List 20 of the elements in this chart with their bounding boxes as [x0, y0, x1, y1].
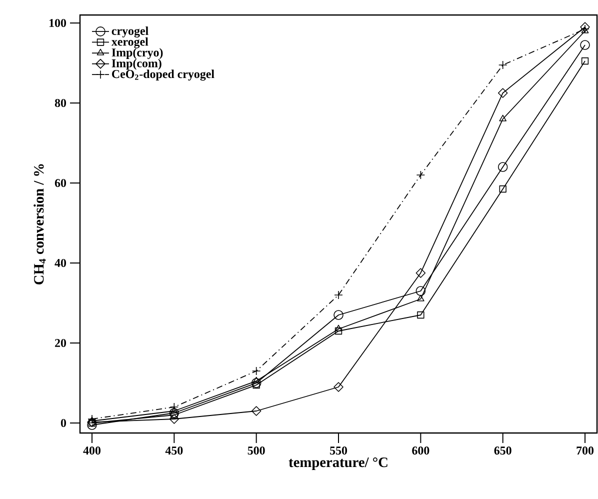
- x-tick-label: 650: [494, 446, 512, 455]
- legend-label: Imp(com): [112, 58, 162, 70]
- legend-label: xerogel: [111, 37, 148, 48]
- x-axis-title: temperature/ °C: [288, 457, 388, 470]
- x-tick-label: 600: [412, 446, 430, 455]
- legend-label: cryogel: [112, 26, 148, 38]
- y-tick-label: 40: [54, 258, 66, 268]
- x-tick-label: 500: [248, 446, 265, 455]
- y-tick-label: 100: [50, 18, 66, 28]
- y-tick-label: 0: [60, 418, 66, 428]
- y-tick-label: 60: [54, 178, 66, 188]
- y-tick-label: 80: [54, 98, 66, 108]
- legend-label: CeO$_{2}$-doped cryogel: [112, 70, 214, 81]
- y-axis-title: CH$_{4}$ conversion / %: [34, 164, 46, 284]
- x-tick-label: 400: [83, 446, 100, 455]
- x-tick-label: 450: [165, 446, 183, 455]
- x-tick-label: 550: [330, 446, 348, 455]
- legend-label: Imp(cryo): [112, 48, 163, 59]
- y-tick-label: 20: [55, 338, 66, 348]
- x-tick-label: 700: [576, 446, 594, 455]
